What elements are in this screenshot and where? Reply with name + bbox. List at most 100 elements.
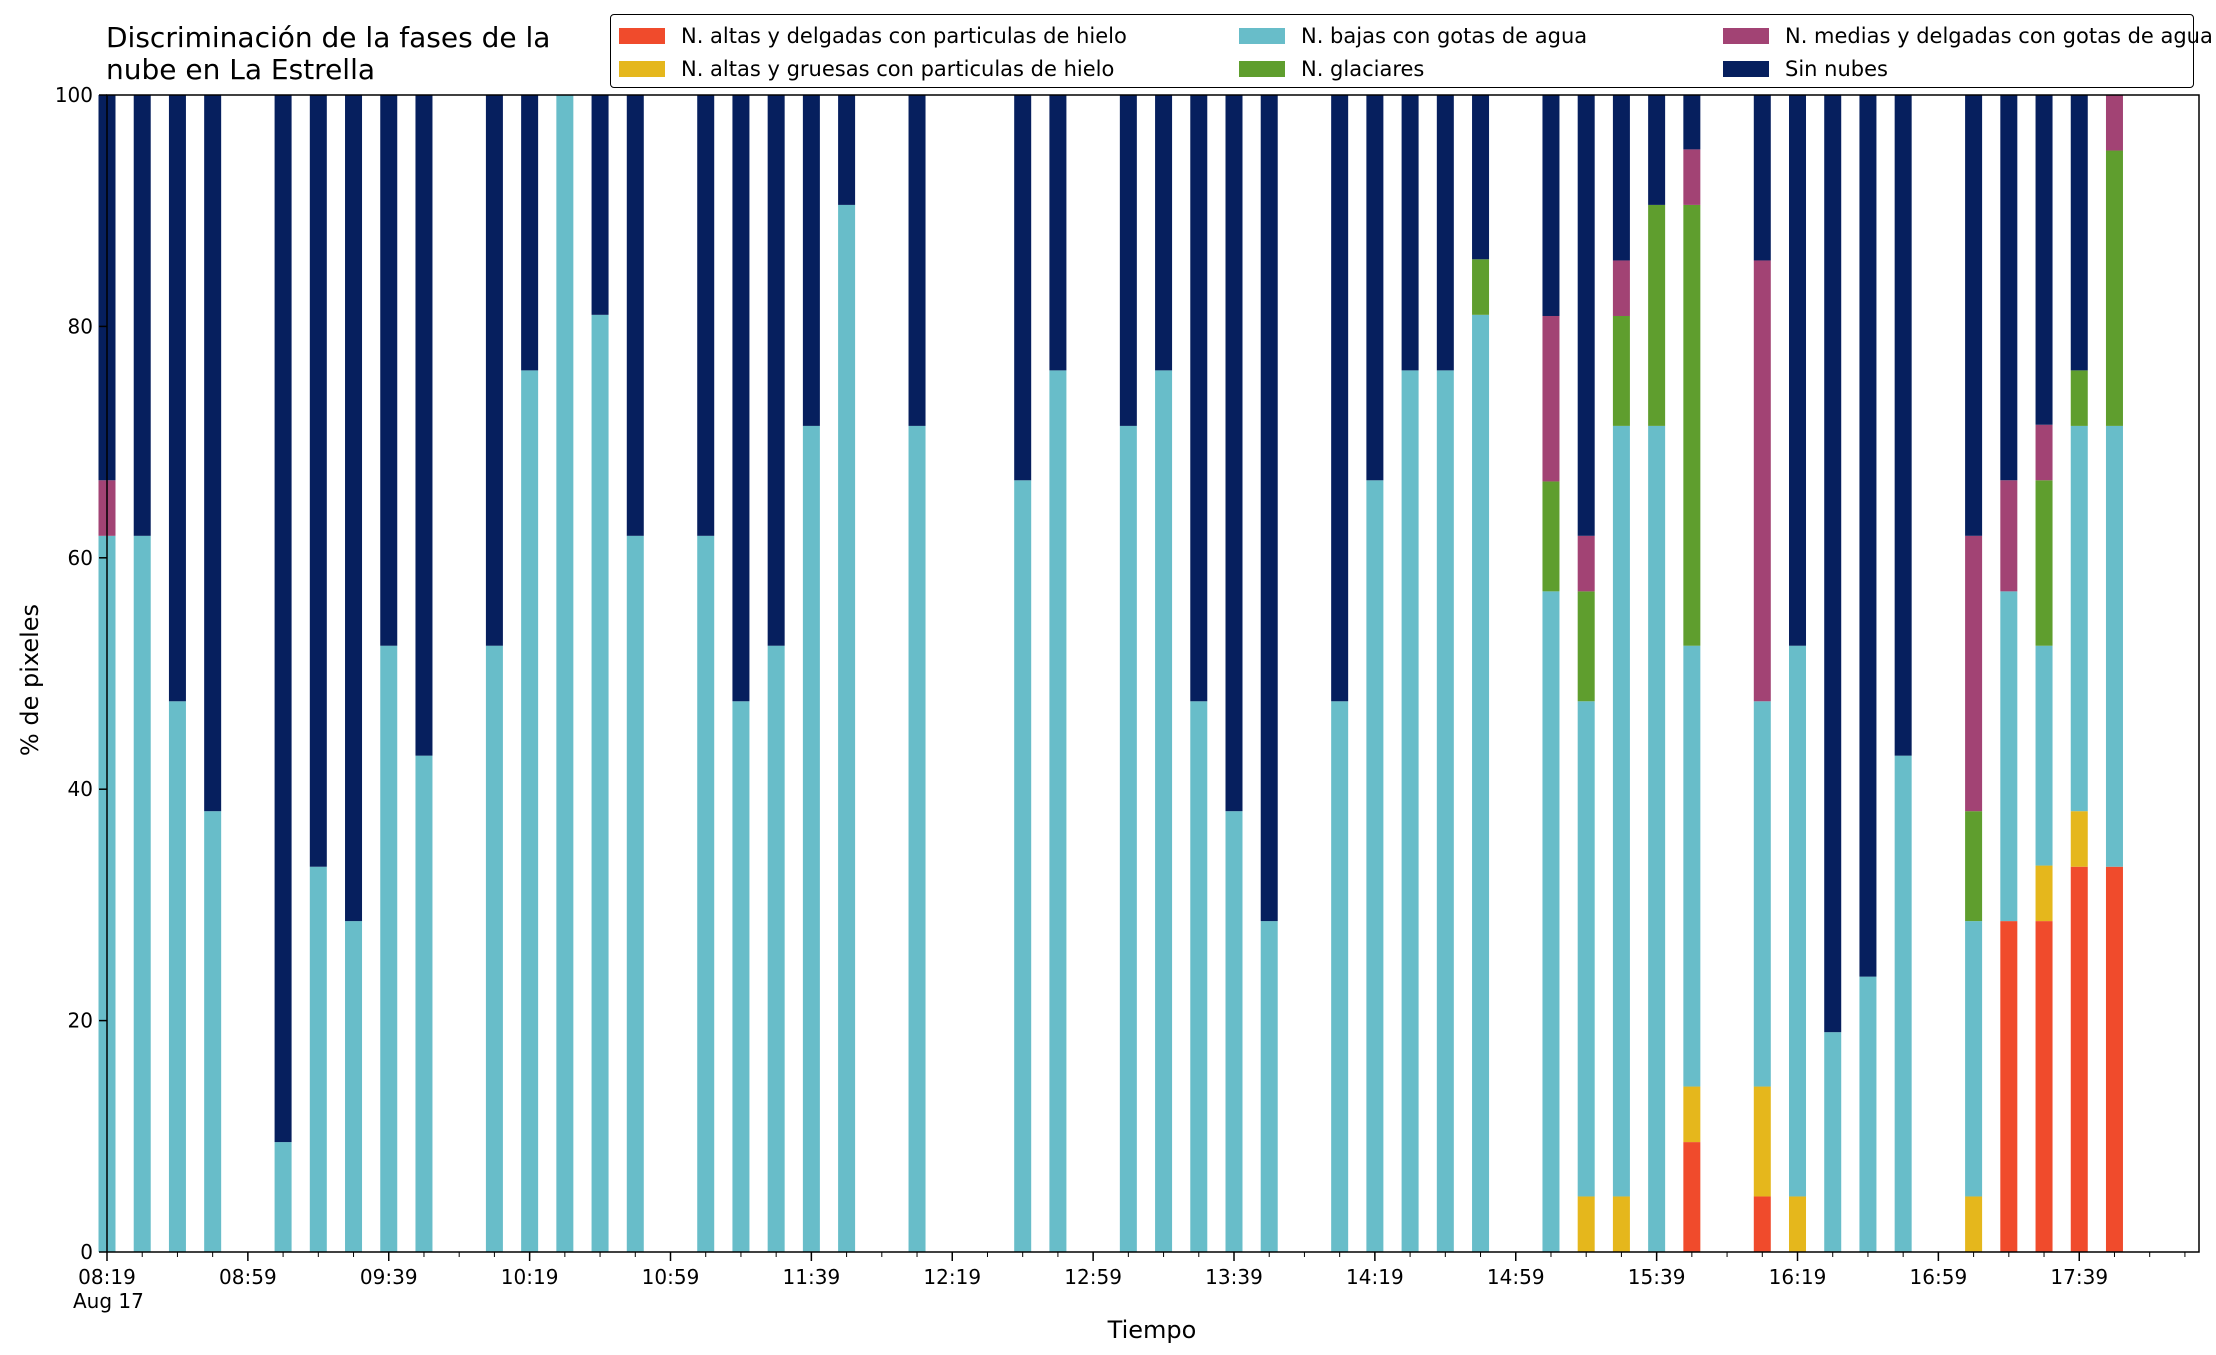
x-tick-label-6: 12:19 — [923, 1265, 981, 1289]
legend-item-5: Sin nubes — [1723, 52, 2193, 85]
bar-segment-33-4 — [1577, 535, 1595, 592]
bar-segment-27-5 — [1331, 95, 1349, 702]
bar-segment-27-2 — [1331, 701, 1349, 1252]
bar-segment-45-0 — [2070, 866, 2088, 1252]
bar-segment-8-2 — [415, 755, 433, 1252]
bar-segment-29-2 — [1401, 370, 1419, 1252]
bar-segment-39-5 — [1824, 95, 1842, 1033]
x-tick-label-7: 12:59 — [1064, 1265, 1122, 1289]
bar-segment-38-1 — [1789, 1196, 1807, 1252]
bar-segment-34-1 — [1612, 1196, 1630, 1252]
legend-label-2: N. bajas con gotas de agua — [1301, 23, 1588, 48]
legend-item-4: N. medias y delgadas con gotas de agua — [1723, 19, 2213, 52]
bar-segment-34-3 — [1612, 315, 1630, 426]
bar-segment-9-2 — [485, 645, 503, 1252]
bar-segment-46-3 — [2105, 150, 2123, 426]
bar-segment-38-2 — [1789, 645, 1807, 1197]
bar-segment-10-2 — [521, 370, 539, 1252]
bar-segment-30-2 — [1436, 370, 1454, 1252]
bar-segment-10-5 — [521, 95, 539, 371]
bar-segment-7-2 — [380, 645, 398, 1252]
bar-segment-30-5 — [1436, 95, 1454, 371]
bar-segment-42-1 — [1965, 1196, 1983, 1252]
bar-segment-2-5 — [168, 95, 186, 702]
bar-segment-24-5 — [1190, 95, 1208, 702]
legend-swatch-3 — [1239, 60, 1285, 77]
bar-segment-11-2 — [556, 95, 574, 1252]
bar-segment-7-5 — [380, 95, 398, 646]
bar-segment-12-2 — [591, 314, 609, 1253]
x-tick-label-10: 14:59 — [1487, 1265, 1545, 1289]
bar-segment-37-5 — [1753, 95, 1771, 261]
y-tick-label-80: 80 — [68, 314, 93, 338]
y-tick-label-20: 20 — [68, 1009, 93, 1033]
x-tick-sublabel-0: Aug 17 — [73, 1289, 144, 1313]
bar-segment-3-2 — [204, 811, 222, 1252]
bar-segment-43-2 — [2000, 591, 2018, 922]
legend-label-5: Sin nubes — [1785, 56, 1888, 81]
bar-segment-36-0 — [1683, 1142, 1701, 1252]
x-tick-label-0: 08:19 — [78, 1265, 136, 1289]
bar-segment-46-4 — [2105, 95, 2123, 151]
bar-segment-42-2 — [1965, 921, 1983, 1197]
x-axis-label: Tiempo — [1107, 1316, 1197, 1344]
bar-segment-8-5 — [415, 95, 433, 756]
bar-segment-38-5 — [1789, 95, 1807, 646]
bar-segment-43-0 — [2000, 921, 2018, 1252]
bar-segment-20-5 — [1014, 95, 1032, 481]
legend-label-4: N. medias y delgadas con gotas de agua — [1785, 23, 2213, 48]
bar-segment-45-1 — [2070, 811, 2088, 867]
bar-segment-42-4 — [1965, 535, 1983, 812]
bar-segment-22-5 — [1119, 95, 1137, 426]
legend-swatch-4 — [1723, 27, 1769, 44]
bars-layer — [98, 95, 2123, 1253]
bar-segment-33-3 — [1577, 591, 1595, 702]
bar-segment-37-1 — [1753, 1086, 1771, 1197]
x-tick-label-1: 08:59 — [219, 1265, 277, 1289]
bar-segment-13-5 — [626, 95, 644, 536]
bar-segment-23-5 — [1155, 95, 1173, 371]
y-tick-label-40: 40 — [68, 777, 93, 801]
bar-segment-18-2 — [838, 204, 856, 1252]
bar-segment-6-2 — [345, 921, 363, 1252]
bar-segment-36-1 — [1683, 1086, 1701, 1143]
x-tick-label-11: 15:39 — [1628, 1265, 1686, 1289]
bar-segment-4-5 — [274, 95, 292, 1143]
bar-segment-16-5 — [767, 95, 785, 646]
legend-swatch-5 — [1723, 60, 1769, 77]
bar-segment-41-5 — [1894, 95, 1912, 756]
bar-segment-43-5 — [2000, 95, 2018, 481]
bar-segment-1-5 — [133, 95, 151, 536]
bar-segment-34-2 — [1612, 425, 1630, 1197]
bar-segment-46-0 — [2105, 866, 2123, 1252]
bar-segment-9-5 — [485, 95, 503, 646]
bar-segment-28-2 — [1366, 480, 1384, 1252]
bar-segment-39-2 — [1824, 1032, 1842, 1252]
bar-segment-29-5 — [1401, 95, 1419, 371]
bar-segment-23-2 — [1155, 370, 1173, 1252]
bar-segment-31-3 — [1472, 259, 1490, 315]
bar-segment-34-4 — [1612, 260, 1630, 316]
plot-frame — [106, 94, 2200, 1253]
legend-item-3: N. glaciares — [1239, 52, 1723, 85]
bar-segment-21-2 — [1049, 370, 1067, 1252]
bar-segment-15-2 — [732, 701, 750, 1252]
bar-segment-16-2 — [767, 645, 785, 1252]
legend-swatch-2 — [1239, 27, 1285, 44]
bar-segment-17-5 — [802, 95, 820, 426]
bar-segment-24-2 — [1190, 701, 1208, 1252]
bar-segment-37-2 — [1753, 701, 1771, 1087]
bar-segment-25-2 — [1225, 811, 1243, 1252]
bar-segment-31-5 — [1472, 95, 1490, 260]
x-tick-label-13: 16:59 — [1910, 1265, 1968, 1289]
bar-segment-36-5 — [1683, 95, 1701, 150]
bar-segment-40-5 — [1859, 95, 1877, 977]
bar-segment-20-2 — [1014, 480, 1032, 1252]
bar-segment-19-5 — [908, 95, 926, 426]
bar-segment-3-5 — [204, 95, 222, 812]
legend-item-2: N. bajas con gotas de agua — [1239, 19, 1723, 52]
bar-segment-45-3 — [2070, 370, 2088, 426]
bar-segment-37-4 — [1753, 260, 1771, 702]
bar-segment-14-2 — [697, 535, 715, 1252]
